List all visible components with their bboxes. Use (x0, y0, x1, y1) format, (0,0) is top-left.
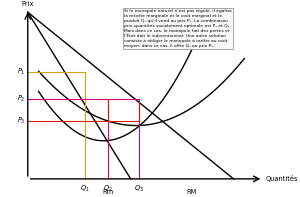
Text: Rm: Rm (102, 189, 113, 195)
Text: $P_2$: $P_2$ (16, 94, 25, 104)
Text: $Q_2$: $Q_2$ (103, 184, 112, 194)
Text: Quantités: Quantités (266, 175, 298, 182)
Text: $Q_1$: $Q_1$ (80, 184, 89, 194)
Text: Prix: Prix (22, 1, 34, 7)
Text: $Q_3$: $Q_3$ (134, 184, 144, 194)
Text: Si le monopole naturel n'est pas régulé, il égalise
la recette marginale et le c: Si le monopole naturel n'est pas régulé,… (124, 9, 232, 48)
Text: CM: CM (189, 31, 200, 37)
Text: $P_1$: $P_1$ (16, 67, 25, 77)
Text: RM: RM (187, 189, 197, 195)
Text: Cm: Cm (162, 21, 173, 27)
Text: $P_3$: $P_3$ (16, 116, 25, 126)
